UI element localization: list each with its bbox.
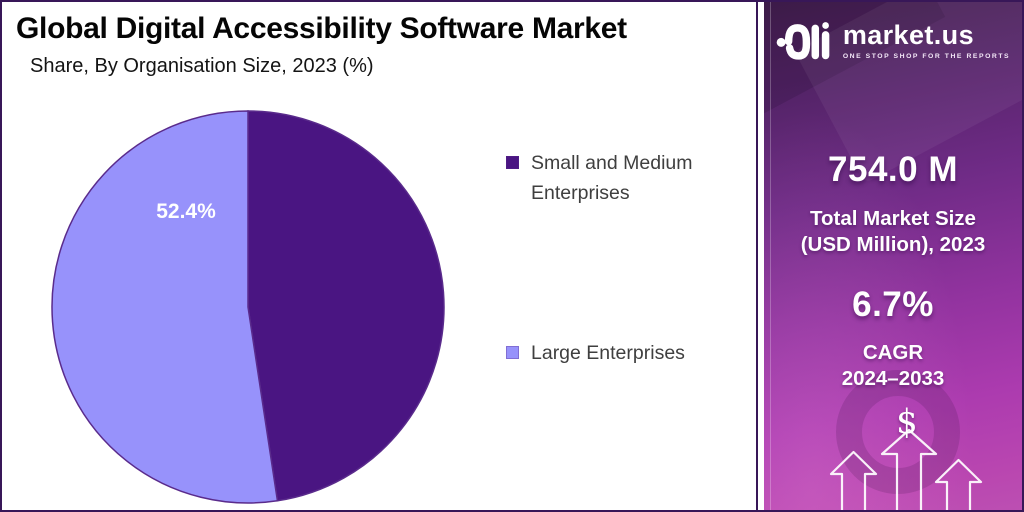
cagr-label-line1: CAGR	[862, 341, 924, 364]
brand: market.us ONE STOP SHOP FOR THE REPORTS	[764, 18, 1022, 63]
legend-swatch-sme	[506, 156, 519, 169]
chart-panel: Global Digital Accessibility Software Ma…	[2, 2, 758, 510]
sidebar-inner-divider	[770, 2, 771, 510]
market-size-label-line1: Total Market Size	[810, 207, 976, 230]
brand-tagline: ONE STOP SHOP FOR THE REPORTS	[842, 52, 1011, 60]
legend-item-large-enterprises: Large Enterprises	[506, 338, 685, 368]
sidebar: market.us ONE STOP SHOP FOR THE REPORTS …	[764, 2, 1022, 510]
brand-text: market.us ONE STOP SHOP FOR THE REPORTS	[842, 19, 1011, 60]
cagr-label: CAGR 2024–2033	[764, 340, 1022, 392]
chart-title: Global Digital Accessibility Software Ma…	[16, 12, 627, 45]
brand-name: market.us	[842, 19, 974, 50]
legend-label-large-enterprises: Large Enterprises	[531, 342, 685, 364]
pie-slice-0	[247, 110, 445, 502]
legend-swatch-large-enterprises	[506, 346, 519, 359]
cagr-label-line2: 2024–2033	[841, 367, 945, 390]
cagr-value: 6.7%	[852, 285, 934, 324]
pie-slice-1	[51, 110, 279, 504]
legend-item-sme: Small and Medium Enterprises	[506, 148, 726, 208]
market-size-value: 754.0 M	[828, 150, 958, 189]
market-size-label: Total Market Size (USD Million), 2023	[764, 206, 1022, 258]
growth-arrows-icon	[829, 428, 983, 510]
legend-label-sme: Small and Medium Enterprises	[531, 152, 693, 204]
chart-subtitle: Share, By Organisation Size, 2023 (%)	[30, 54, 374, 77]
market-size-label-line2: (USD Million), 2023	[800, 233, 986, 256]
marketus-logo-icon	[776, 22, 830, 60]
pie-chart	[51, 110, 445, 504]
pie-slice-label: 52.4%	[156, 200, 216, 223]
